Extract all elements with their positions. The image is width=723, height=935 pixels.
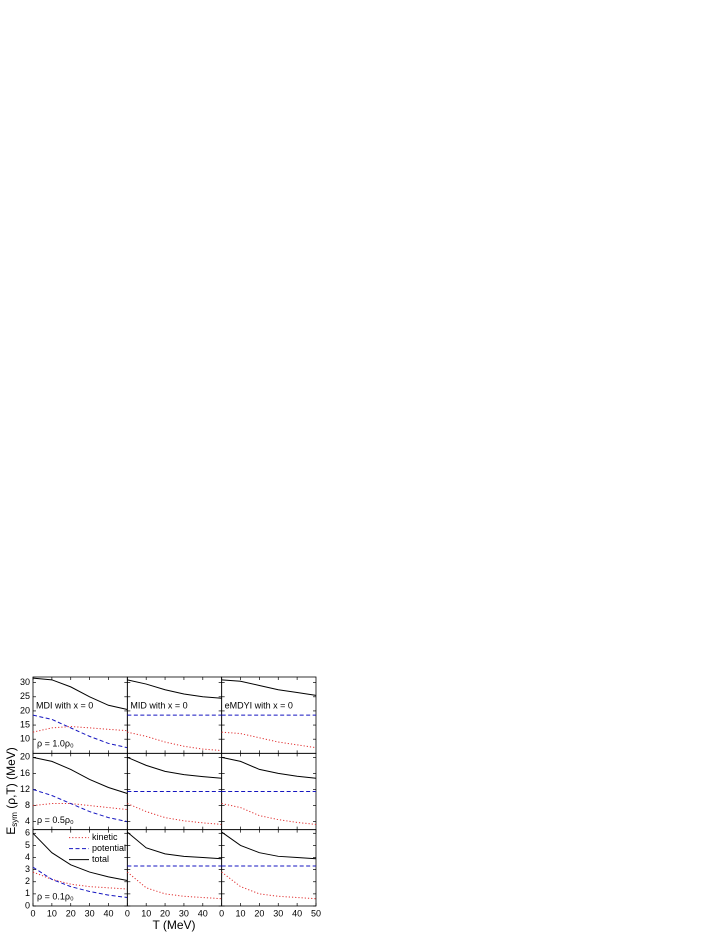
series-line [32, 871, 128, 890]
series-line [221, 731, 317, 749]
x-tick-label: 50 [311, 908, 321, 918]
panel-title: eMDYI with x = 0 [225, 700, 293, 710]
x-tick-label: 40 [103, 908, 113, 918]
x-tick-label: 40 [198, 908, 208, 918]
y-tick-label: 25 [20, 691, 30, 701]
x-tick-label: 0 [125, 908, 130, 918]
series-line [32, 677, 128, 710]
y-tick-label: 3 [25, 864, 30, 874]
y-tick-label: 20 [20, 705, 30, 715]
y-tick-label: 0 [25, 900, 30, 910]
x-axis-label: T (MeV) [152, 918, 195, 932]
series-line [221, 871, 317, 900]
density-label: ρ = 0.5ρ₀ [37, 815, 74, 825]
y-tick-label: 4 [25, 816, 30, 826]
panel-title: MDI with x = 0 [36, 700, 93, 710]
legend-label: kinetic [92, 832, 118, 842]
x-tick-label: 0 [219, 908, 224, 918]
x-tick-label: 10 [236, 908, 246, 918]
y-tick-label: 15 [20, 719, 30, 729]
y-label-rest: (ρ,T) (MeV) [4, 747, 18, 812]
y-tick-label: 16 [20, 768, 30, 778]
y-tick-label: 12 [20, 784, 30, 794]
density-label: ρ = 0.1ρ₀ [37, 891, 74, 901]
x-tick-label: 20 [254, 908, 264, 918]
x-tick-label: 30 [85, 908, 95, 918]
series-line [127, 731, 222, 752]
legend-label: total [92, 854, 109, 864]
series-line [221, 756, 317, 779]
panel-title: MID with x = 0 [130, 700, 187, 710]
legend-label: potential [92, 843, 126, 853]
y-tick-label: 8 [25, 800, 30, 810]
series-line [32, 866, 128, 899]
y-tick-label: 1 [25, 888, 30, 898]
y-tick-label: 6 [25, 828, 30, 838]
y-tick-label: 20 [20, 752, 30, 762]
x-tick-label: 30 [179, 908, 189, 918]
series-line [32, 714, 128, 749]
y-label-sub: sym [10, 812, 19, 827]
y-tick-label: 5 [25, 840, 30, 850]
series-line [127, 803, 222, 825]
y-tick-label: 2 [25, 876, 30, 886]
y-axis-label: Esym (ρ,T) (MeV) [4, 747, 19, 835]
series-line [32, 789, 128, 823]
x-tick-label: 10 [141, 908, 151, 918]
x-tick-label: 20 [160, 908, 170, 918]
series-line [127, 871, 222, 900]
panel-frame [221, 829, 317, 907]
y-label-main: E [4, 827, 18, 835]
series-line [32, 832, 128, 882]
x-tick-label: 40 [292, 908, 302, 918]
series-line [127, 679, 222, 699]
x-tick-label: 10 [47, 908, 57, 918]
series-line [221, 831, 317, 860]
series-line [127, 756, 222, 779]
x-tick-label: 30 [273, 908, 283, 918]
y-tick-label: 10 [20, 734, 30, 744]
series-line [32, 756, 128, 794]
series-line [221, 803, 317, 825]
x-tick-label: 0 [30, 908, 35, 918]
series-line [221, 679, 317, 696]
series-line [32, 725, 128, 733]
x-tick-label: 20 [66, 908, 76, 918]
series-line [127, 831, 222, 860]
y-tick-label: 30 [20, 677, 30, 687]
series-line [32, 803, 128, 811]
panel-frame [126, 829, 223, 907]
density-label: ρ = 1.0ρ₀ [37, 739, 74, 749]
y-tick-label: 4 [25, 852, 30, 862]
